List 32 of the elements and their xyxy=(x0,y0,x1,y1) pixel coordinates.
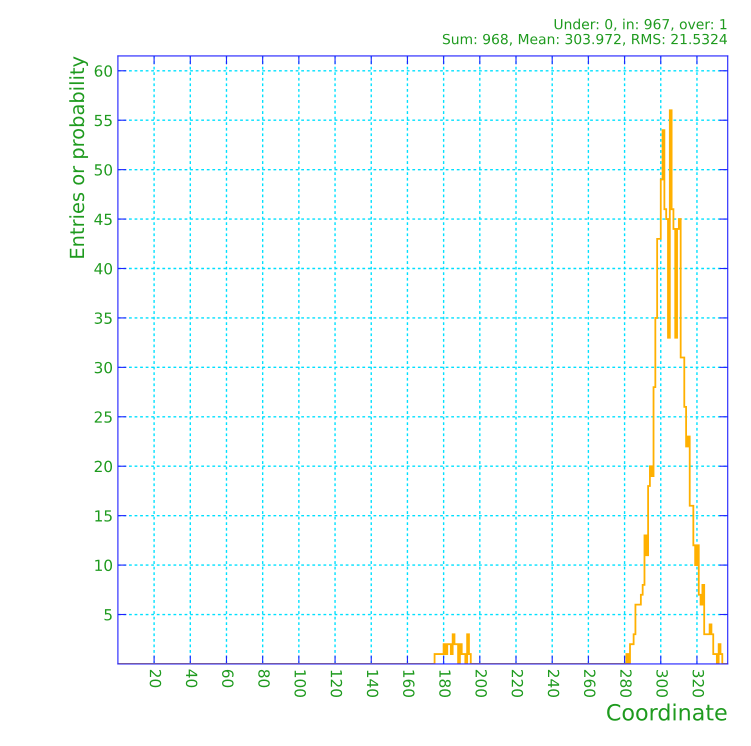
x-tick-label: 300 xyxy=(656,670,668,697)
x-tick-label: 220 xyxy=(512,670,524,697)
y-tick-label: 55 xyxy=(94,114,112,126)
y-tick-label: 5 xyxy=(104,609,112,621)
x-tick-label: 160 xyxy=(403,670,415,697)
y-tick-label: 20 xyxy=(94,460,112,472)
y-tick-label: 45 xyxy=(94,214,112,226)
text: Sum: 968, Mean: 303.972, RMS: 21.5324 xyxy=(442,34,727,46)
x-tick-label: 140 xyxy=(366,670,378,697)
x-tick-label: 120 xyxy=(330,670,342,697)
y-tick-label: 50 xyxy=(94,164,112,176)
y-tick-label: 40 xyxy=(94,262,112,275)
x-tick-label: 260 xyxy=(584,670,596,697)
y-tick-label: 15 xyxy=(95,510,112,522)
x-tick-label: 280 xyxy=(620,670,632,697)
y-tick-label: 35 xyxy=(94,312,112,324)
x-tick-label: 320 xyxy=(692,670,704,697)
text: Under: 0, in: 967, over: 1 xyxy=(554,18,726,31)
y-axis-title: Entries or probability xyxy=(69,56,88,258)
y-tick-label: 30 xyxy=(94,362,112,374)
x-tick-label: 100 xyxy=(294,670,306,697)
x-tick-label: 40 xyxy=(186,670,198,688)
x-tick-label: 180 xyxy=(439,670,451,697)
y-tick-label: 25 xyxy=(94,411,112,423)
y-tick-label: 60 xyxy=(94,65,112,77)
x-tick-label: 240 xyxy=(548,670,560,697)
x-axis-title: Coordinate xyxy=(607,704,727,721)
x-tick-label: 20 xyxy=(150,670,162,688)
x-tick-label: 60 xyxy=(222,670,234,688)
x-tick-label: 200 xyxy=(475,670,487,697)
x-tick-label: 80 xyxy=(258,670,270,688)
y-tick-label: 10 xyxy=(95,560,112,572)
